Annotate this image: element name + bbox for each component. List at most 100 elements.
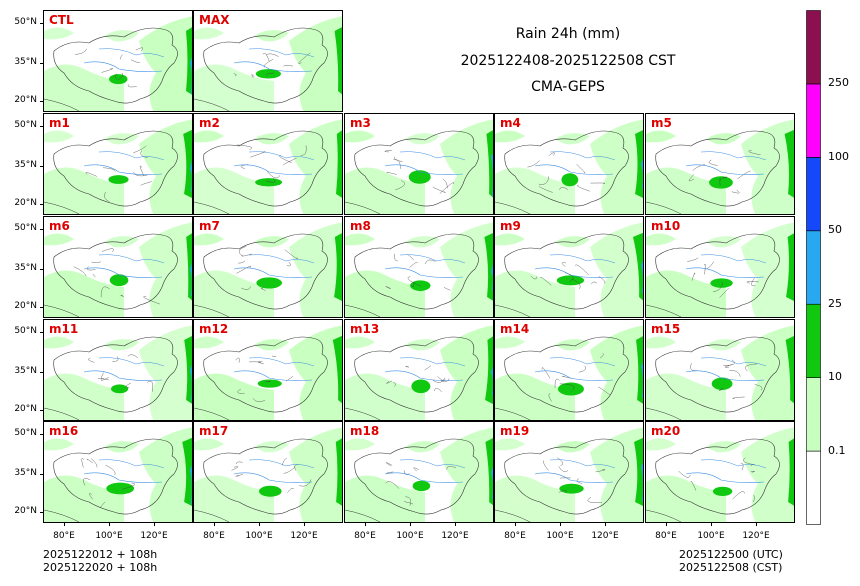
rain-field-light: [44, 270, 124, 317]
title-line-3: CMA-GEPS: [531, 79, 605, 95]
panel-m6: m6: [43, 216, 193, 318]
y-tick-mark: [40, 126, 43, 127]
province-border: [104, 192, 110, 202]
province-border: [590, 182, 606, 184]
y-tick-label: 50°N: [14, 326, 37, 336]
province-border: [394, 156, 403, 162]
river: [83, 164, 163, 175]
coastline: [495, 201, 531, 214]
province-border: [102, 167, 116, 172]
country-border: [655, 233, 780, 310]
province-border: [437, 376, 450, 382]
province-border: [576, 184, 590, 192]
province-border: [688, 174, 695, 182]
rain-field-light: [104, 441, 139, 453]
rain-field-light: [194, 167, 274, 214]
colorbar-swatch: [806, 450, 821, 525]
province-border: [750, 471, 755, 473]
y-tick-mark: [40, 474, 43, 475]
rain-field-moderate: [332, 335, 342, 404]
province-border: [238, 260, 246, 264]
y-tick-mark: [40, 372, 43, 373]
province-border: [393, 253, 398, 262]
panel-map: [495, 427, 643, 522]
province-border: [286, 261, 291, 267]
x-tick-mark: [214, 523, 215, 526]
province-border: [143, 296, 160, 305]
province-border: [424, 259, 436, 265]
river: [399, 459, 466, 469]
river: [384, 164, 464, 175]
province-border: [91, 261, 101, 263]
y-tick-label: 50°N: [14, 120, 37, 130]
province-border: [723, 359, 735, 366]
province-border: [737, 170, 751, 180]
river: [384, 370, 464, 381]
panel-map: [44, 427, 192, 522]
rain-field-light: [254, 236, 289, 248]
panel-label: m14: [500, 322, 530, 336]
rain-field-heavy: [491, 153, 493, 197]
rain-field-light: [646, 475, 726, 522]
province-border: [732, 491, 745, 500]
panel-label: m3: [350, 116, 371, 130]
panel-label: m15: [651, 322, 681, 336]
rain-field-light: [495, 167, 575, 214]
x-tick-label: 120°E: [441, 531, 469, 541]
colorbar-level-label: 100: [828, 149, 849, 163]
y-tick-mark: [40, 101, 43, 102]
province-border: [86, 458, 93, 464]
province-border: [75, 48, 87, 55]
province-border: [266, 53, 279, 57]
y-tick-label: 35°N: [14, 263, 37, 273]
country-border: [354, 336, 479, 413]
province-border: [599, 353, 604, 359]
panel-label: m18: [350, 424, 380, 438]
panel-m5: m5: [645, 113, 795, 215]
panel-label: m17: [199, 424, 229, 438]
river: [534, 472, 614, 483]
province-border: [722, 176, 728, 179]
panel-label: m6: [49, 219, 70, 233]
y-tick-label: 50°N: [14, 223, 37, 233]
coastline: [646, 407, 682, 420]
province-border: [241, 286, 251, 290]
rain-field-light: [646, 373, 726, 420]
rain-field-light: [741, 427, 794, 522]
river: [248, 48, 315, 58]
rain-field-heavy: [190, 364, 192, 401]
rain-field-light: [44, 64, 124, 111]
rain-field-light: [495, 336, 525, 349]
province-border: [135, 47, 143, 52]
panel-label: m10: [651, 219, 681, 233]
panel-m15: m15: [645, 319, 795, 421]
panel-label: m5: [651, 116, 672, 130]
title-line-2: 2025122408-2025122508 CST: [460, 53, 676, 69]
rain-field-moderate: [334, 233, 342, 301]
panel-m20: m20: [645, 421, 795, 523]
colorbar-level-label: 250: [828, 76, 849, 90]
country-border: [504, 130, 629, 207]
rain-field-heavy: [491, 365, 493, 397]
y-tick-label: 20°N: [14, 506, 37, 516]
y-tick-mark: [40, 269, 43, 270]
colorbar-swatch: [806, 83, 821, 158]
panel-label: m12: [199, 322, 229, 336]
province-border: [559, 187, 569, 190]
rain-field-moderate: [556, 275, 585, 286]
x-tick-label: 100°E: [697, 531, 725, 541]
panel-map: [345, 427, 493, 522]
province-border: [235, 474, 243, 477]
province-border: [690, 480, 697, 491]
province-border: [130, 59, 141, 63]
rain-field-light: [345, 270, 425, 317]
river: [233, 61, 313, 72]
rain-field-light: [555, 133, 590, 145]
rain-field-heavy: [641, 158, 643, 190]
river: [384, 267, 464, 278]
rain-field-light: [194, 373, 274, 420]
rain-field-light: [646, 270, 726, 317]
province-border: [112, 356, 119, 362]
river: [549, 357, 616, 367]
panel-map: [44, 16, 192, 111]
